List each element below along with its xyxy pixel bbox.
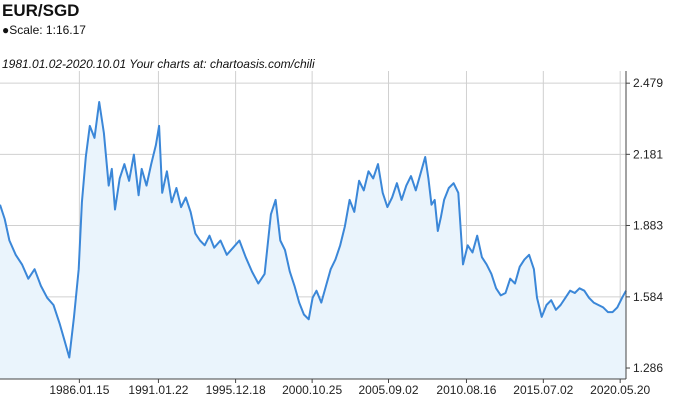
y-tick-label: 1.584 xyxy=(633,290,663,304)
chart-title: EUR/SGD xyxy=(2,1,80,20)
x-tick-label: 1991.01.22 xyxy=(128,383,188,397)
x-tick-label: 2020.05.20 xyxy=(590,383,650,397)
x-tick-label: 2005.09.02 xyxy=(358,383,418,397)
x-tick-label: 1995.12.18 xyxy=(206,383,266,397)
y-tick-label: 1.286 xyxy=(633,361,663,375)
y-tick-label: 2.479 xyxy=(633,76,663,90)
price-line xyxy=(0,101,627,359)
x-tick-label: 2010.08.16 xyxy=(436,383,496,397)
price-area xyxy=(0,102,626,379)
scale-label: ●Scale: 1:16.17 xyxy=(2,23,86,37)
x-tick-label: 2000.10.25 xyxy=(282,383,342,397)
x-tick-label: 1986.01.15 xyxy=(49,383,109,397)
x-tick-label: 2015.07.02 xyxy=(513,383,573,397)
y-tick-label: 2.181 xyxy=(633,147,663,161)
chart-subtitle: 1981.01.02-2020.10.01 Your charts at: ch… xyxy=(2,57,315,71)
y-tick-label: 1.883 xyxy=(633,218,663,232)
tick-labels: 1986.01.15 1991.01.22 1995.12.18 2000.10.25… xyxy=(49,76,663,397)
